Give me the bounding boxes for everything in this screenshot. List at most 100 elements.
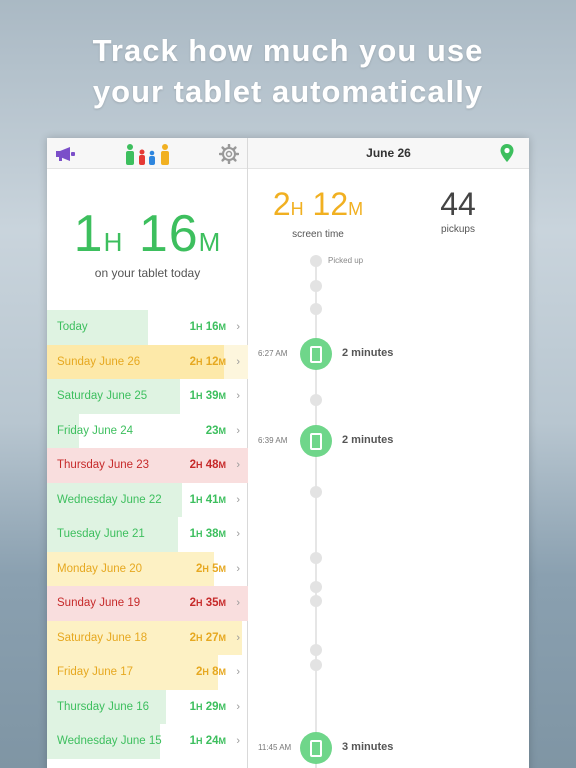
chevron-right-icon: › [236,424,240,437]
pickups-stat: 44 pickups [408,184,508,235]
day-label: Thursday June 23 [57,459,150,471]
day-row[interactable]: Today 1H 16M › [47,310,248,345]
pickup-dot [310,595,322,607]
day-label: Saturday June 18 [57,631,148,644]
day-usage-bar [47,344,224,379]
day-label: Saturday June 25 [57,390,148,402]
hours-unit: H [103,227,124,257]
day-duration: 2H 5M [196,562,226,575]
minutes-unit: M [198,227,222,257]
day-usage-bar [47,551,214,586]
screen-time-stat: 2H 12M screen time [268,184,368,240]
pickup-dot [310,486,322,498]
chevron-right-icon: › [236,321,240,333]
session-marker[interactable] [300,338,332,370]
pickups-value: 44 [440,186,476,222]
pickup-dot [310,659,322,671]
tablet-icon [310,432,322,450]
chevron-right-icon: › [236,666,240,678]
chevron-right-icon: › [236,597,240,609]
headline-line-1: Track how much you use [92,33,484,68]
day-row[interactable]: Friday June 24 23M › [47,413,248,448]
screen-time-value: 2H 12M [268,184,368,229]
day-row[interactable]: Sunday June 26 2H 12M › [47,344,248,379]
day-label: Today [57,321,88,333]
day-label: Wednesday June 15 [57,735,162,747]
today-total: 1H 16M [47,204,248,272]
pickup-dot [310,255,322,267]
megaphone-icon[interactable] [54,146,76,162]
session-duration: 3 minutes [342,741,394,753]
day-label: Wednesday June 22 [57,493,162,506]
day-usage-bar [47,724,160,759]
chevron-right-icon: › [236,631,240,644]
day-row[interactable]: Monday June 20 2H 5M › [47,551,248,586]
day-detail-panel: June 26 2H 12M screen time 44 pickups Pi… [248,138,529,768]
chevron-right-icon: › [236,562,240,575]
map-pin-icon[interactable] [499,143,515,163]
screen-time-hours: 2 [272,186,291,222]
usage-timeline[interactable]: Picked up 6:27 AM 2 minutes 6:39 AM 2 minut… [248,138,529,768]
pickup-dot [310,581,322,593]
day-row[interactable]: Tuesday June 21 1H 38M › [47,517,248,552]
session-duration: 2 minutes [342,434,394,446]
chevron-right-icon: › [236,390,240,402]
day-duration: 2H 35M [189,597,226,609]
chevron-right-icon: › [236,700,240,713]
screen-time-caption: screen time [292,229,344,240]
day-usage-bar [47,413,80,448]
tablet-icon [310,739,322,757]
session-time: 6:27 AM [258,349,288,358]
day-usage-bar [47,448,248,483]
day-duration: 2H 12M [189,355,226,368]
pickup-dot [310,394,322,406]
day-duration: 2H 48M [189,459,226,471]
picked-up-label: Picked up [328,256,364,265]
day-row[interactable]: Saturday June 25 1H 39M › [47,379,248,414]
pickup-dot [310,303,322,315]
day-duration: 1H 16M [189,321,226,333]
day-duration: 1H 38M [189,528,226,540]
tablet-screen: 1H 16M on your tablet today Today 1H 16M ›… [47,138,529,768]
right-toolbar: June 26 [248,138,529,169]
day-label: Friday June 17 [57,666,134,678]
pickup-dot [310,552,322,564]
session-marker[interactable] [300,425,332,457]
day-row[interactable]: Sunday June 19 2H 35M › [47,586,248,621]
session-marker[interactable] [300,732,332,764]
screen-time-h-unit: H [290,199,304,219]
day-duration: 1H 24M [189,735,226,747]
day-duration: 2H 27M [189,631,226,644]
day-usage-bar [47,310,148,345]
chevron-right-icon: › [236,355,240,368]
day-usage-bar [47,586,248,621]
day-duration: 23M [205,424,226,437]
session-duration: 2 minutes [342,347,394,359]
pickups-caption: pickups [441,224,475,235]
day-row[interactable]: Saturday June 18 2H 27M › [47,620,248,655]
today-total-hours: 1 [73,205,104,263]
pickup-dot [310,644,322,656]
family-icon[interactable] [123,143,173,165]
pickup-dot [310,280,322,292]
day-usage-bar [47,517,178,552]
day-label: Monday June 20 [57,562,143,575]
timeline-line [315,262,317,768]
day-usage-bar [47,620,242,655]
day-row[interactable]: Friday June 17 2H 8M › [47,655,248,690]
session-time: 11:45 AM [258,743,292,752]
day-row[interactable]: Wednesday June 15 1H 24M › [47,724,248,759]
screen-time-m-unit: M [348,199,364,219]
today-total-caption: on your tablet today [94,266,201,280]
screen-time-minutes: 12 [312,186,349,222]
day-duration: 1H 41M [189,493,226,506]
days-list: Today 1H 16M › Sunday June 26 2H 12M › Saturda… [47,310,248,759]
day-row[interactable]: Thursday June 23 2H 48M › [47,448,248,483]
day-usage-bar [47,655,218,690]
day-duration: 1H 39M [189,390,226,402]
day-row[interactable]: Wednesday June 22 1H 41M › [47,482,248,517]
day-usage-bar [47,689,166,724]
session-time: 6:39 AM [258,436,288,445]
gear-icon[interactable] [219,144,239,164]
day-row[interactable]: Thursday June 16 1H 29M › [47,689,248,724]
